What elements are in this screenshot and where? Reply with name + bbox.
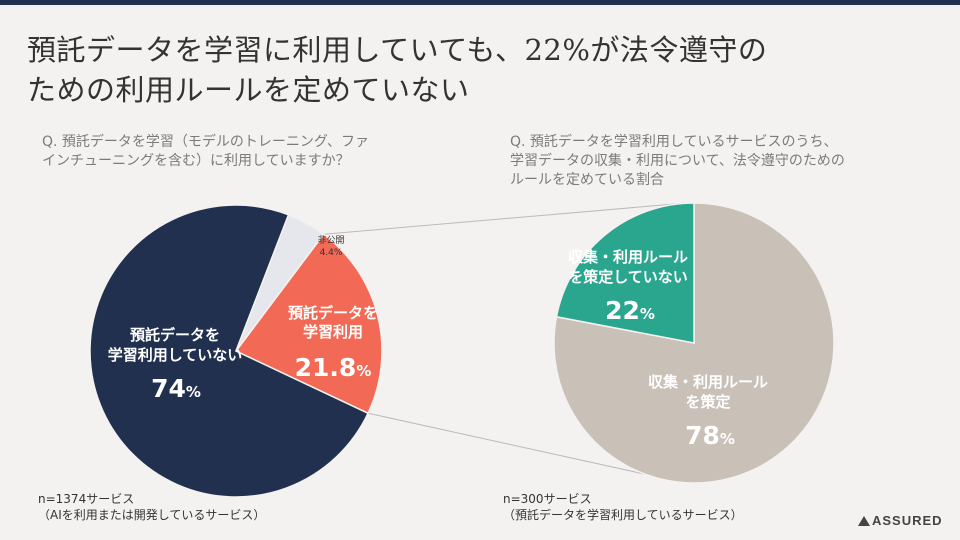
sample-note-right-line-2: （預託データを学習利用しているサービス） (503, 508, 743, 522)
value-rules: 78% (685, 421, 735, 450)
page-title: 預託データを学習に利用していても、22%が法令遵守の ための利用ルールを定めてい… (27, 30, 927, 110)
title-line-1: 預託データを学習に利用していても、22%が法令遵守の (27, 33, 768, 67)
question-right-line-1: Q. 預託データを学習利用しているサービスのうち、 (510, 134, 838, 150)
label-undisclosed-line-2: 4.4% (320, 248, 343, 258)
top-bar (0, 0, 960, 5)
label-using-line-2: 学習利用 (303, 323, 363, 341)
value-not-using-unit: % (186, 383, 201, 401)
sample-note-left-line-1: n=1374サービス (38, 492, 135, 506)
question-right-line-2: 学習データの収集・利用について、法令遵守のための (510, 153, 845, 169)
value-not-using: 74% (151, 374, 201, 403)
slice-undisclosed (235, 213, 325, 352)
sample-note-left: n=1374サービス （AIを利用または開発しているサービス） (38, 491, 265, 523)
label-undisclosed-line-1: 非公開 (317, 234, 344, 246)
value-rules-unit: % (720, 430, 735, 448)
label-not-using-line-2: 学習利用していない (108, 346, 243, 364)
sample-note-right: n=300サービス （預託データを学習利用しているサービス） (503, 491, 743, 523)
value-using-number: 21.8 (295, 353, 357, 382)
label-no-rules-line-2: を策定していない (568, 268, 688, 286)
sample-note-left-line-2: （AIを利用または開発しているサービス） (38, 508, 266, 522)
value-not-using-number: 74 (151, 374, 186, 403)
brand-logo: ASSURED (858, 513, 943, 528)
logo-triangle-icon (858, 516, 870, 526)
label-rules-line-1: 収集・利用ルール (648, 373, 768, 391)
slice-using (234, 233, 383, 415)
title-line-2: ための利用ルールを定めていない (27, 73, 470, 107)
value-no-rules: 22% (605, 296, 655, 325)
value-no-rules-number: 22 (605, 296, 640, 325)
connector-line-top (323, 202, 687, 235)
value-using: 21.8% (295, 353, 372, 382)
sample-note-right-line-1: n=300サービス (503, 492, 592, 506)
question-left-line-1: Q. 預託データを学習（モデルのトレーニング、ファ (42, 134, 369, 150)
slice-not-using (89, 204, 370, 498)
slice-no-rules (555, 202, 695, 344)
question-left-line-2: インチューニングを含む）に利用していますか？ (42, 153, 350, 169)
value-no-rules-unit: % (640, 305, 655, 323)
question-left: Q. 預託データを学習（モデルのトレーニング、ファ インチューニングを含む）に利… (42, 133, 462, 171)
question-right: Q. 預託データを学習利用しているサービスのうち、 学習データの収集・利用につい… (510, 133, 940, 190)
label-no-rules-line-1: 収集・利用ルール (568, 248, 688, 266)
value-using-unit: % (356, 362, 371, 380)
label-rules-line-2: を策定 (685, 393, 730, 411)
label-using-line-1: 預託データを (288, 304, 378, 322)
label-not-using-line-1: 預託データを (130, 326, 220, 344)
brand-name: ASSURED (872, 513, 943, 528)
value-rules-number: 78 (685, 421, 720, 450)
connector-line-bottom (367, 412, 677, 482)
question-right-line-3: ルールを定めている割合 (510, 172, 664, 188)
